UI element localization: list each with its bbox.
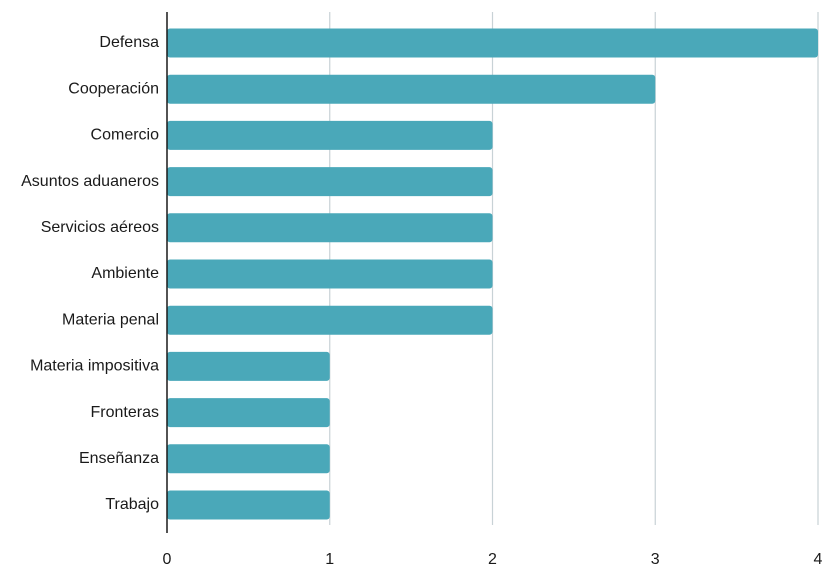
category-label: Trabajo [105, 496, 159, 513]
bar-9 [167, 398, 330, 428]
bar-7 [167, 305, 493, 335]
bar-3 [167, 120, 493, 150]
category-label: Comercio [91, 127, 160, 144]
bars [167, 28, 818, 520]
category-label: Asuntos aduaneros [21, 173, 159, 190]
x-tick-label: 0 [163, 551, 172, 568]
category-label: Materia penal [62, 311, 159, 328]
category-label: Cooperación [68, 80, 159, 97]
bar-8 [167, 351, 330, 381]
category-label: Defensa [99, 34, 159, 51]
category-label: Fronteras [91, 404, 159, 421]
bar-6 [167, 259, 493, 289]
bar-1 [167, 28, 818, 58]
x-tick-label: 1 [325, 551, 334, 568]
bar-11 [167, 490, 330, 520]
x-tick-label: 2 [488, 551, 497, 568]
category-labels: Defensa Cooperación Comercio Asuntos aduane… [21, 34, 159, 513]
category-label: Enseñanza [79, 450, 159, 467]
category-label: Materia impositiva [30, 358, 159, 375]
bar-2 [167, 74, 656, 104]
bar-4 [167, 167, 493, 197]
x-tick-labels: 0 1 2 3 4 [163, 551, 823, 568]
category-label: Ambiente [91, 265, 159, 282]
x-tick-label: 4 [814, 551, 823, 568]
bar-5 [167, 213, 493, 243]
bar-10 [167, 444, 330, 474]
x-tick-label: 3 [651, 551, 660, 568]
category-label: Servicios aéreos [41, 219, 159, 236]
